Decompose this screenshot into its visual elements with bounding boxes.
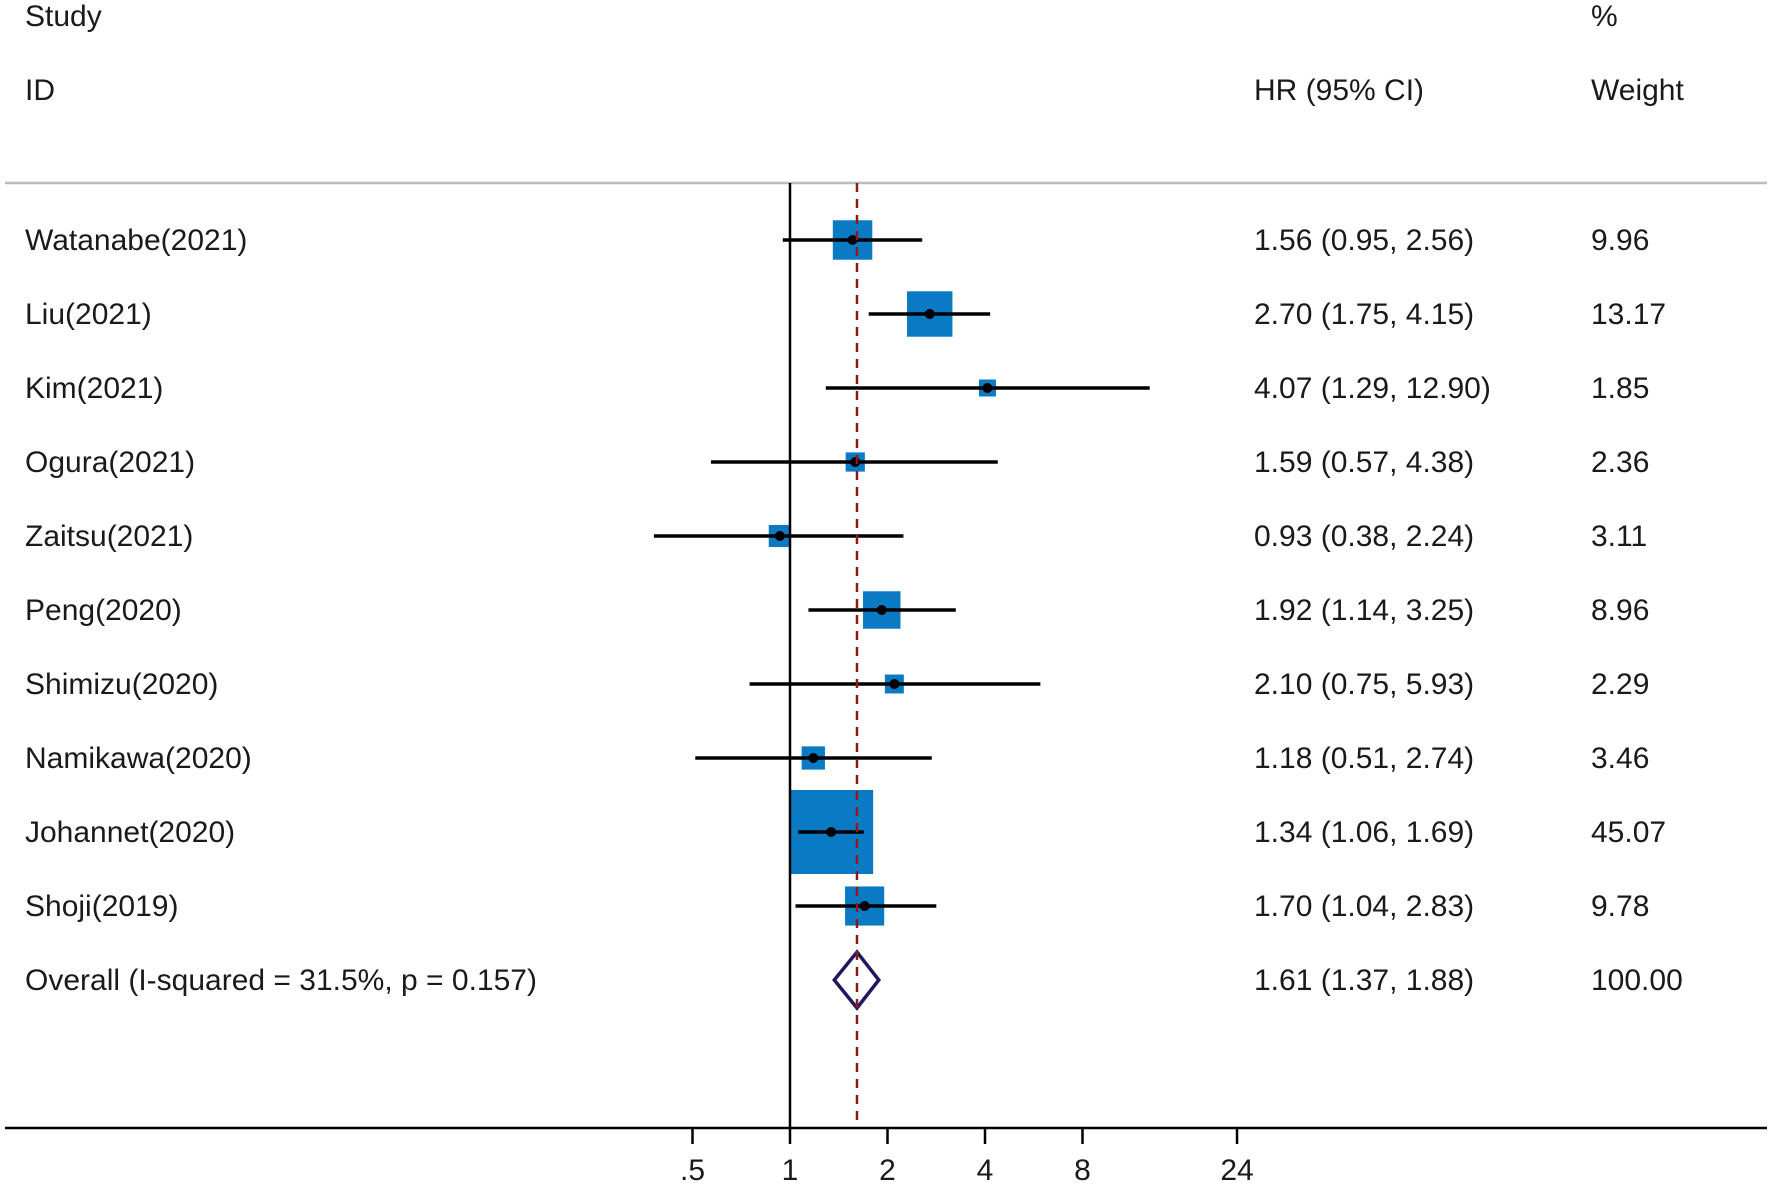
study-row: Shoji(2019) 1.70 (1.04, 2.83) 9.78 — [25, 886, 1649, 926]
point-estimate — [889, 679, 900, 689]
x-tick-label: 24 — [1220, 1154, 1253, 1187]
study-rows: Watanabe(2021) 1.56 (0.95, 2.56) 9.96 Liu(2… — [25, 220, 1666, 926]
study-hr-ci: 1.59 (0.57, 4.38) — [1254, 446, 1474, 479]
study-label: Shoji(2019) — [25, 890, 178, 923]
study-hr-ci: 2.10 (0.75, 5.93) — [1254, 668, 1474, 701]
study-row: Johannet(2020) 1.34 (1.06, 1.69) 45.07 — [25, 790, 1666, 874]
header-study: Study — [25, 0, 102, 33]
study-label: Watanabe(2021) — [25, 224, 247, 257]
study-row: Peng(2020) 1.92 (1.14, 3.25) 8.96 — [25, 591, 1649, 629]
header-hr-ci: HR (95% CI) — [1254, 74, 1424, 107]
study-label: Zaitsu(2021) — [25, 520, 193, 553]
x-tick-label: 8 — [1074, 1154, 1091, 1187]
study-label: Shimizu(2020) — [25, 668, 218, 701]
study-weight: 45.07 — [1591, 816, 1666, 849]
header-weight: Weight — [1591, 74, 1684, 107]
study-hr-ci: 1.70 (1.04, 2.83) — [1254, 890, 1474, 923]
study-weight: 2.36 — [1591, 446, 1649, 479]
header-id: ID — [25, 74, 55, 107]
point-estimate — [826, 827, 837, 837]
study-label: Ogura(2021) — [25, 446, 195, 479]
overall-diamond — [832, 949, 882, 1011]
study-row: Kim(2021) 4.07 (1.29, 12.90) 1.85 — [25, 372, 1649, 405]
study-row: Shimizu(2020) 2.10 (0.75, 5.93) 2.29 — [25, 668, 1649, 701]
study-label: Kim(2021) — [25, 372, 163, 405]
point-estimate — [859, 901, 870, 911]
study-row: Namikawa(2020) 1.18 (0.51, 2.74) 3.46 — [25, 742, 1649, 775]
study-label: Johannet(2020) — [25, 816, 235, 849]
study-hr-ci: 1.18 (0.51, 2.74) — [1254, 742, 1474, 775]
point-estimate — [774, 531, 785, 541]
study-weight: 3.46 — [1591, 742, 1649, 775]
study-weight: 13.17 — [1591, 298, 1666, 331]
point-estimate — [850, 457, 861, 467]
study-weight: 3.11 — [1591, 520, 1647, 553]
x-tick-label: .5 — [680, 1154, 705, 1187]
study-hr-ci: 1.34 (1.06, 1.69) — [1254, 816, 1474, 849]
overall-row: Overall (I-squared = 31.5%, p = 0.157) 1.… — [25, 949, 1683, 1011]
study-weight: 9.78 — [1591, 890, 1649, 923]
study-hr-ci: 1.56 (0.95, 2.56) — [1254, 224, 1474, 257]
study-hr-ci: 1.92 (1.14, 3.25) — [1254, 594, 1474, 627]
study-weight: 8.96 — [1591, 594, 1649, 627]
study-label: Namikawa(2020) — [25, 742, 252, 775]
study-weight: 1.85 — [1591, 372, 1649, 405]
study-label: Liu(2021) — [25, 298, 152, 331]
overall-label: Overall (I-squared = 31.5%, p = 0.157) — [25, 964, 537, 997]
point-estimate — [982, 383, 993, 393]
point-estimate — [876, 605, 887, 615]
study-label: Peng(2020) — [25, 594, 182, 627]
x-tick-label: 2 — [879, 1154, 896, 1187]
study-hr-ci: 0.93 (0.38, 2.24) — [1254, 520, 1474, 553]
header-percent: % — [1591, 0, 1618, 33]
study-row: Ogura(2021) 1.59 (0.57, 4.38) 2.36 — [25, 446, 1649, 479]
overall-weight: 100.00 — [1591, 964, 1683, 997]
study-row: Liu(2021) 2.70 (1.75, 4.15) 13.17 — [25, 291, 1666, 337]
x-axis: .5 1 2 4 8 24 — [5, 183, 1767, 1187]
overall-hr-ci: 1.61 (1.37, 1.88) — [1254, 964, 1474, 997]
study-row: Zaitsu(2021) 0.93 (0.38, 2.24) 3.11 — [25, 520, 1647, 553]
x-tick-label: 4 — [977, 1154, 994, 1187]
study-weight: 9.96 — [1591, 224, 1649, 257]
point-estimate — [847, 235, 858, 245]
study-hr-ci: 2.70 (1.75, 4.15) — [1254, 298, 1474, 331]
study-weight: 2.29 — [1591, 668, 1649, 701]
study-row: Watanabe(2021) 1.56 (0.95, 2.56) 9.96 — [25, 220, 1649, 260]
point-estimate — [924, 309, 935, 319]
x-tick-label: 1 — [782, 1154, 799, 1187]
study-hr-ci: 4.07 (1.29, 12.90) — [1254, 372, 1491, 405]
point-estimate — [808, 753, 819, 763]
